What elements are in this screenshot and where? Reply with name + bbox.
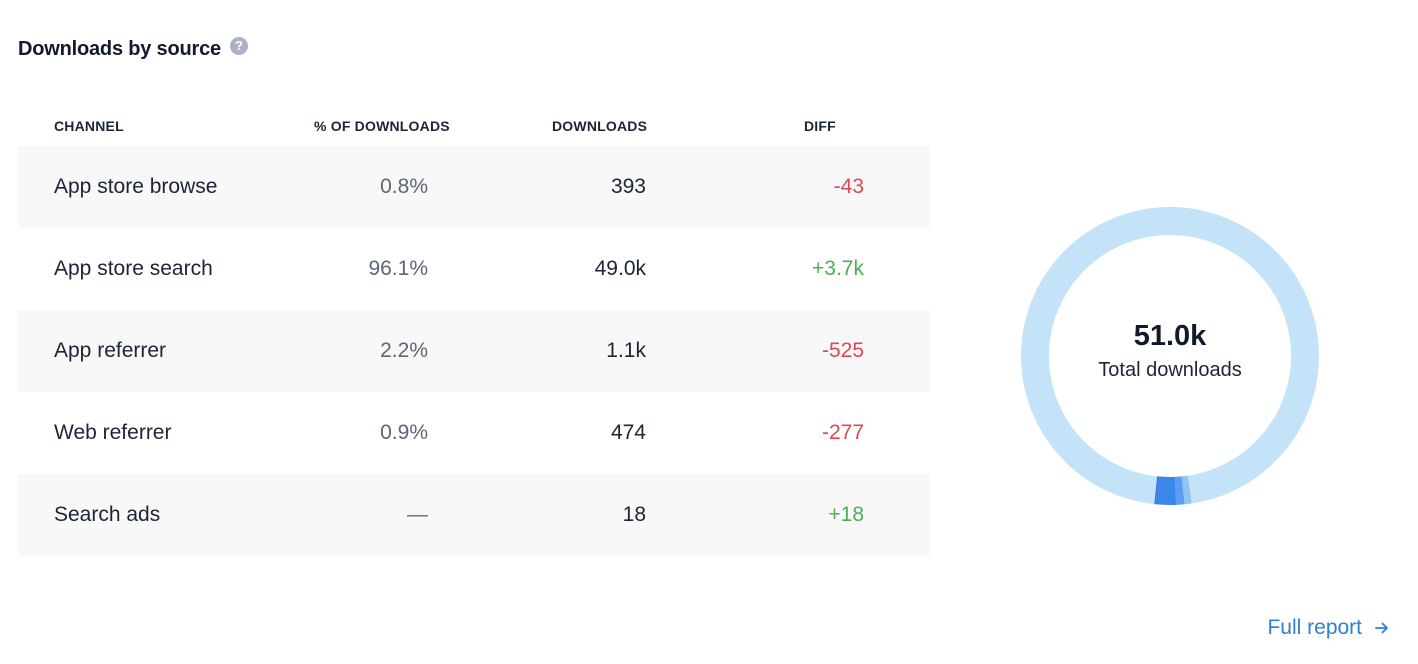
downloads-table: CHANNEL % OF DOWNLOADS DOWNLOADS DIFF Ap… bbox=[18, 104, 930, 556]
downloads-value: 49.0k bbox=[594, 257, 646, 280]
column-header-channel[interactable]: CHANNEL bbox=[54, 118, 124, 134]
arrow-right-icon bbox=[1374, 620, 1390, 636]
percent-value: 96.1% bbox=[368, 257, 428, 280]
downloads-value: 393 bbox=[610, 175, 646, 198]
card-header: Downloads by source ? bbox=[18, 36, 248, 61]
diff-value: -525 bbox=[821, 339, 864, 362]
table-row: App referrer 2.2% 1.1k -525 bbox=[18, 310, 930, 392]
donut-segment-app-store-search[interactable] bbox=[1021, 207, 1319, 505]
table-row: Search ads — 18 +18 bbox=[18, 474, 930, 556]
column-header-diff[interactable]: DIFF bbox=[804, 118, 836, 134]
column-header-downloads[interactable]: DOWNLOADS bbox=[552, 118, 648, 134]
total-downloads-label: Total downloads bbox=[1098, 359, 1242, 381]
diff-value: +18 bbox=[828, 503, 864, 526]
percent-value: 0.8% bbox=[380, 175, 428, 198]
channel-name: Web referrer bbox=[54, 421, 172, 444]
donut-center: 51.0k Total downloads bbox=[1018, 204, 1322, 508]
full-report-label: Full report bbox=[1267, 616, 1362, 639]
column-header-percent[interactable]: % OF DOWNLOADS bbox=[314, 118, 450, 134]
downloads-value: 1.1k bbox=[606, 339, 646, 362]
diff-value: +3.7k bbox=[812, 257, 864, 280]
table-row: App store browse 0.8% 393 -43 bbox=[18, 146, 930, 228]
table-row: Web referrer 0.9% 474 -277 bbox=[18, 392, 930, 474]
diff-value: -277 bbox=[821, 421, 864, 444]
table-row: App store search 96.1% 49.0k +3.7k bbox=[18, 228, 930, 310]
channel-name: App store browse bbox=[54, 175, 218, 198]
question-circle-icon[interactable]: ? bbox=[229, 36, 248, 55]
downloads-value: 474 bbox=[610, 421, 646, 444]
channel-name: App referrer bbox=[54, 339, 167, 362]
diff-value: -43 bbox=[833, 175, 864, 198]
downloads-value: 18 bbox=[622, 503, 646, 526]
percent-value: — bbox=[407, 503, 428, 526]
downloads-donut-chart: 51.0k Total downloads bbox=[1018, 204, 1322, 508]
donut-svg bbox=[1021, 207, 1319, 505]
percent-value: 2.2% bbox=[380, 339, 428, 362]
percent-value: 0.9% bbox=[380, 421, 428, 444]
donut-segment-app-referrer[interactable] bbox=[1021, 207, 1319, 505]
total-downloads-value: 51.0k bbox=[1133, 320, 1207, 352]
table-header: CHANNEL % OF DOWNLOADS DOWNLOADS DIFF bbox=[18, 104, 930, 146]
full-report-link[interactable]: Full report bbox=[1267, 616, 1390, 640]
card-title: Downloads by source bbox=[18, 38, 221, 60]
channel-name: Search ads bbox=[54, 503, 161, 526]
channel-name: App store search bbox=[54, 257, 213, 280]
